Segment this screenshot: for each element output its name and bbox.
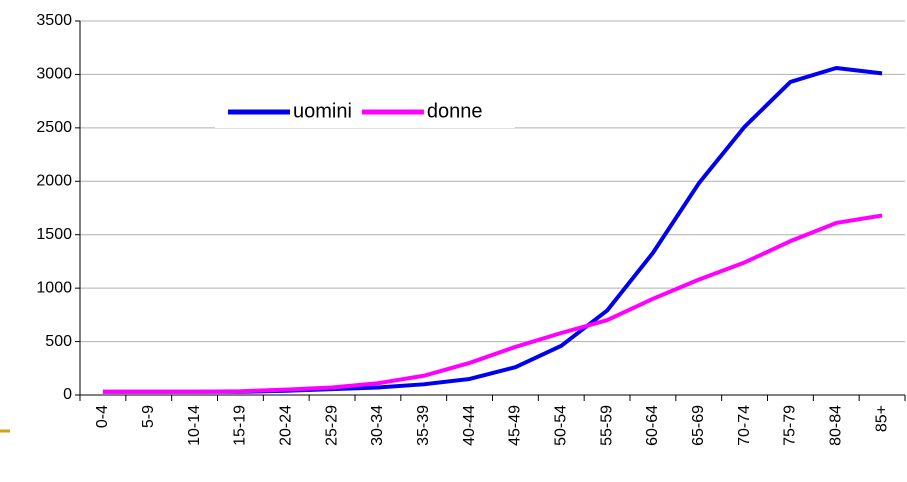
x-tick-label: 35-39 [415, 405, 432, 446]
x-tick-label: 25-29 [323, 405, 340, 446]
x-tick-label: 55-59 [598, 405, 615, 446]
x-tick-label: 60-64 [644, 405, 661, 446]
y-tick-label: 0 [63, 386, 72, 403]
x-tick-label: 0-4 [94, 405, 111, 428]
line-series [102, 213, 883, 394]
x-tick-label: 45-49 [507, 405, 524, 446]
x-tick-label: 70-74 [736, 405, 753, 446]
x-tick-label: 50-54 [552, 405, 569, 446]
y-tick-label: 3000 [36, 66, 72, 83]
x-tick-label: 30-34 [369, 405, 386, 446]
x-tick-label: 80-84 [827, 405, 844, 446]
x-tick-label: 10-14 [186, 405, 203, 446]
x-tick-label: 20-24 [277, 405, 294, 446]
x-tick-label: 85+ [873, 405, 890, 432]
x-tick-label: 65-69 [690, 405, 707, 446]
y-tick-label: 2000 [36, 173, 72, 190]
y-tick-label: 500 [45, 333, 72, 350]
y-tick-label: 2500 [36, 119, 72, 136]
y-tick-label: 1500 [36, 226, 72, 243]
x-tick-label: 5-9 [140, 405, 157, 428]
x-tick-label: 75-79 [782, 405, 799, 446]
y-tick-label: 1000 [36, 279, 72, 296]
y-tick-label: 3500 [36, 12, 72, 29]
legend-label: donne [427, 100, 483, 122]
x-tick-label: 40-44 [461, 405, 478, 446]
legend-label: uomini [293, 100, 352, 122]
x-tick-label: 15-19 [232, 405, 249, 446]
